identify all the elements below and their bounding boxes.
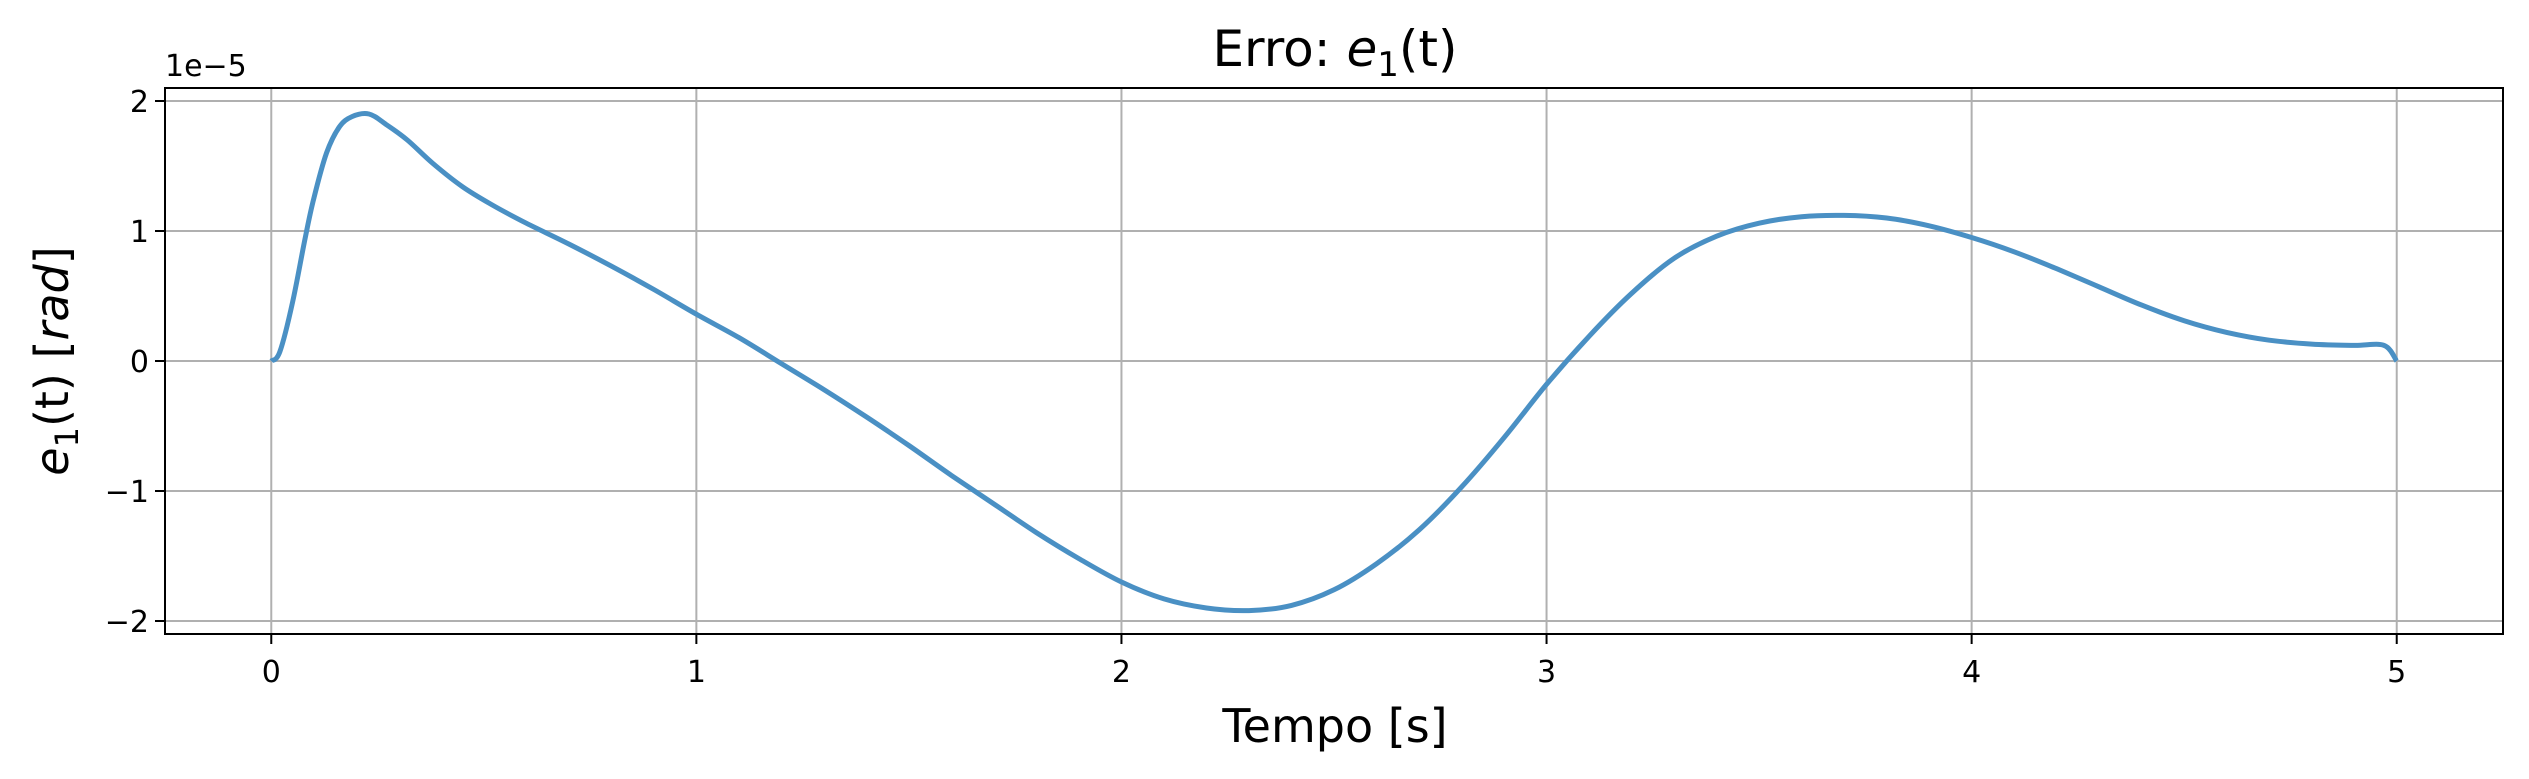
y-offset-label: 1e−5 — [165, 49, 247, 84]
y-axis-label: e1(t) [rad] — [25, 246, 86, 475]
y-tick-label: −2 — [105, 605, 149, 640]
ticks: 0 1 2 3 4 5 −2 −1 0 1 2 — [105, 85, 2407, 690]
x-tick-label: 3 — [1537, 655, 1556, 690]
x-axis-label: Tempo [s] — [1221, 699, 1447, 753]
series-line — [269, 111, 2399, 614]
y-tick-label: 2 — [130, 85, 149, 120]
chart-title: Erro: e1(t) — [1212, 20, 1457, 85]
x-tick-label: 1 — [687, 655, 706, 690]
grid — [165, 88, 2503, 634]
y-tick-label: 0 — [130, 345, 149, 380]
x-tick-label: 2 — [1112, 655, 1131, 690]
x-tick-label: 0 — [262, 655, 281, 690]
x-tick-label: 4 — [1962, 655, 1981, 690]
y-tick-label: −1 — [105, 475, 149, 510]
x-tick-label: 5 — [2387, 655, 2406, 690]
y-tick-label: 1 — [130, 215, 149, 250]
series-group — [269, 111, 2399, 614]
